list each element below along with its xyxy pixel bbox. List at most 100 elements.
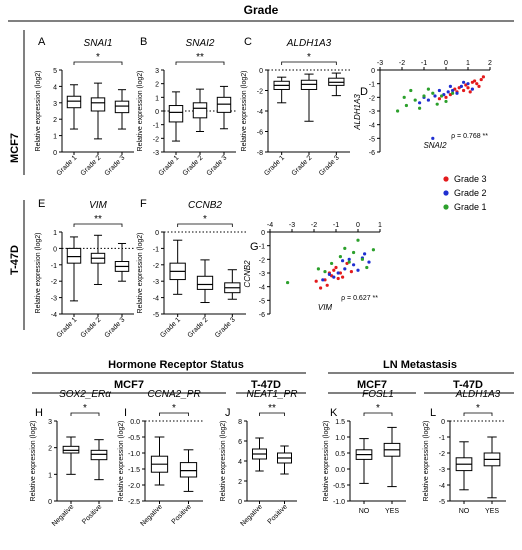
- gene-title: NEAT1_PR: [247, 389, 298, 400]
- panel-letter: A: [38, 36, 46, 48]
- panel-letter: J: [225, 407, 231, 419]
- data-point: [338, 271, 342, 275]
- panel-h: H 0 1 2 3 SOX2_ERα * Relative expression (log2)…: [30, 389, 113, 528]
- data-point: [323, 278, 327, 282]
- data-point: [404, 103, 408, 108]
- data-point: [437, 88, 441, 93]
- data-point: [327, 272, 331, 276]
- y-tick-label: -2: [51, 279, 57, 286]
- data-point: [470, 87, 474, 91]
- group-title-mcf7-hormone: MCF7: [114, 379, 144, 391]
- data-point: [448, 84, 452, 88]
- significance-bracket: [259, 412, 285, 416]
- y-tick-label: -2.5: [128, 499, 140, 506]
- y-tick-label: -1.5: [128, 467, 140, 474]
- box-1: [66, 236, 82, 302]
- data-point: [431, 136, 435, 140]
- panel-k: K -1.0 -0.5 0.0 0.5 1.0 1.5 FOSL1 * Relative expr…: [323, 389, 406, 515]
- x-tick-label: 1: [378, 222, 382, 229]
- data-point: [481, 75, 485, 79]
- x-tick-label: -2: [311, 222, 317, 229]
- panel-letter: C: [244, 36, 252, 48]
- panel-letter: H: [35, 407, 43, 419]
- x-tick-label: -3: [289, 222, 295, 229]
- y-axis-label: Relative expression (log2): [30, 421, 37, 502]
- y-tick-label: 2: [155, 82, 159, 89]
- category-label: Negative: [51, 503, 76, 528]
- panel-letter: B: [140, 36, 147, 48]
- y-tick-label: -6: [369, 150, 375, 157]
- category-label: Grade 2: [291, 154, 314, 177]
- box-body: [66, 95, 82, 109]
- y-axis-label: Relative expression (log2): [35, 71, 42, 152]
- y-tick-label: -5: [153, 312, 159, 319]
- data-point: [286, 280, 290, 285]
- y-tick-label: -5: [259, 298, 265, 305]
- y-tick-label: 1: [48, 472, 52, 479]
- data-point: [347, 257, 351, 261]
- category-label: Grade 1: [158, 154, 181, 177]
- y-axis-label: Relative expression (log2): [118, 421, 125, 502]
- y-tick-label: -2: [257, 89, 263, 96]
- data-point: [371, 248, 375, 252]
- box-3: [224, 269, 241, 300]
- group-title-t47d-hormone: T-47D: [251, 379, 281, 391]
- significance-label: *: [172, 403, 176, 414]
- y-tick-label: -1: [369, 82, 375, 89]
- x-tick-label: 1: [466, 60, 470, 67]
- box-2: [196, 259, 214, 304]
- legend-label: Grade 1: [454, 202, 487, 212]
- significance-bracket: [463, 412, 493, 416]
- data-point: [451, 88, 455, 93]
- gene-title: SNAI2: [186, 38, 215, 49]
- gene-title: CCNA2_PR: [147, 389, 200, 400]
- box-2: [300, 73, 318, 122]
- panel-c: C -8 -6 -4 -2 0 ALDH1A3 * Relative expression (l…: [241, 36, 350, 177]
- box-body: [196, 275, 214, 290]
- data-point: [451, 91, 455, 95]
- box-body: [114, 100, 130, 114]
- y-axis-label: Relative expression (log2): [323, 421, 330, 502]
- category-label: Positive: [81, 503, 103, 525]
- data-point: [440, 94, 444, 98]
- data-point: [325, 283, 329, 287]
- gene-title: SNAI1: [84, 38, 113, 49]
- section-title-ln: LN Metastasis: [383, 359, 457, 371]
- x-tick-label: -1: [333, 222, 339, 229]
- x-tick-label: -1: [421, 60, 427, 67]
- data-point: [444, 95, 448, 99]
- row-label-t47d: T-47D: [9, 245, 21, 275]
- panel-letter: I: [124, 407, 127, 419]
- data-point: [422, 94, 426, 98]
- data-point: [466, 82, 470, 86]
- data-point: [402, 95, 406, 99]
- data-point: [341, 259, 345, 263]
- box-3: [328, 72, 345, 97]
- data-point: [426, 87, 430, 91]
- y-axis-label: Relative expression (log2): [137, 233, 144, 314]
- group-title-mcf7-ln: MCF7: [357, 379, 387, 391]
- y-tick-label: -1: [259, 244, 265, 251]
- data-point: [367, 260, 371, 264]
- data-point: [459, 84, 463, 88]
- category-label: Positive: [171, 503, 193, 525]
- x-axis-label: VIM: [318, 303, 333, 312]
- y-tick-label: 4: [53, 84, 57, 91]
- box-1: [355, 438, 373, 484]
- data-point: [433, 94, 437, 98]
- gene-title: VIM: [89, 200, 107, 211]
- box-1: [62, 436, 80, 475]
- data-point: [435, 102, 439, 106]
- y-tick-label: -5: [369, 136, 375, 143]
- y-tick-label: 0: [261, 230, 265, 237]
- category-label: Grade 2: [182, 154, 205, 177]
- y-tick-label: 2: [48, 446, 52, 453]
- panel-letter: G: [250, 241, 259, 253]
- data-point: [455, 91, 459, 95]
- significance-bracket: [73, 61, 123, 65]
- y-tick-label: -0.5: [333, 483, 345, 490]
- data-point: [336, 271, 340, 275]
- data-point: [343, 267, 347, 271]
- data-point: [462, 88, 466, 93]
- significance-label: *: [307, 52, 311, 63]
